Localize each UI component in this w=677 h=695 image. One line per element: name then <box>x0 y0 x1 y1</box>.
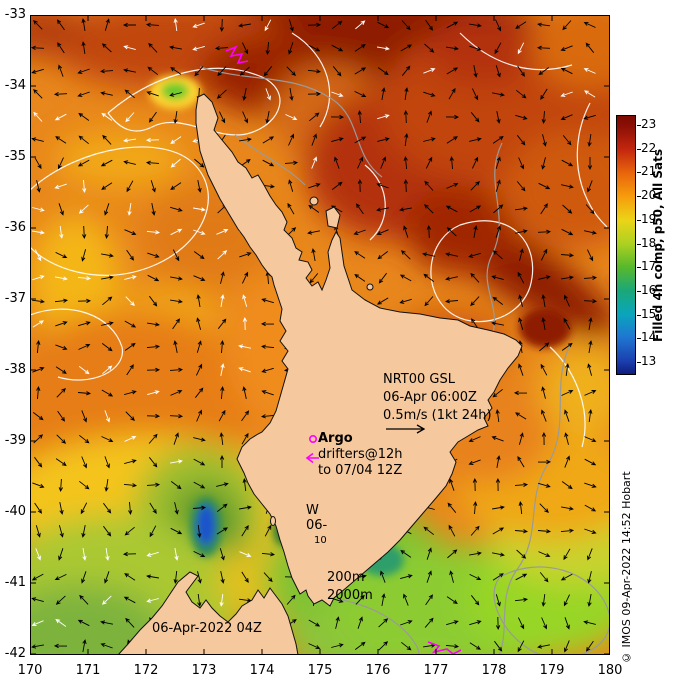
land <box>117 93 523 655</box>
colorbar-tick-label: 15 <box>641 306 657 321</box>
drifter-tracks <box>225 45 462 655</box>
colorbar-tick-label: 23 <box>641 117 657 131</box>
sst-contour <box>576 102 608 228</box>
colorbar-tick-mark <box>637 148 641 150</box>
sst-contour <box>107 67 281 136</box>
depth-2000m-label: 2000m <box>327 588 373 603</box>
colorbar-tick-label: 19 <box>641 211 657 226</box>
colorbar-tick-mark <box>637 362 641 363</box>
island-kapiti <box>270 516 276 526</box>
sst-contour <box>30 308 123 381</box>
bathy-contour <box>493 566 610 655</box>
y-tick-label: -33 <box>4 7 26 22</box>
argo-annotation: Argo drifters@12h to 07/04 12Z <box>318 431 403 479</box>
nrt-line3: 0.5m/s (1kt 24h) <box>383 408 492 423</box>
map-canvas <box>30 15 610 655</box>
colorbar-tick-label: 16 <box>641 282 657 297</box>
x-tick-label: 177 <box>423 663 449 678</box>
axis-ticks <box>30 15 610 655</box>
bathy-contour <box>486 142 503 338</box>
velocity-scale-arrow <box>386 424 426 434</box>
x-tick-label: 172 <box>133 663 159 678</box>
island-mayor <box>366 283 374 291</box>
x-tick-label: 180 <box>597 663 623 678</box>
land-south-island <box>117 571 299 655</box>
x-tick-label: 178 <box>481 663 507 678</box>
x-tick-label: 175 <box>307 663 333 678</box>
x-tick-label: 179 <box>539 663 565 678</box>
nrt-annotation: NRT00 GSL 06-Apr 06:00Z 0.5m/s (1kt 24h) <box>383 371 492 425</box>
colorbar-tick-label: 21 <box>641 164 657 179</box>
colorbar-tick-mark <box>637 172 641 174</box>
y-tick-label: -34 <box>4 78 26 93</box>
depth-200m-label: 200m <box>327 570 365 585</box>
plot-area <box>30 15 610 655</box>
x-tick-label: 170 <box>17 663 43 678</box>
colorbar-tick-label: 17 <box>641 259 657 274</box>
wind-line2: 06- <box>306 518 328 533</box>
wind-line3: 10 <box>314 535 327 546</box>
sst-contour <box>549 346 586 448</box>
colorbar-tick-label: 14 <box>641 330 657 345</box>
colorbar-tick-label: 13 <box>641 354 657 368</box>
drifter-track-south <box>427 641 462 655</box>
sst-contours-white <box>30 32 608 448</box>
argo-marker <box>308 434 317 443</box>
colorbar <box>616 115 636 375</box>
x-tick-label: 173 <box>191 663 217 678</box>
colorbar-tick-mark <box>637 338 641 340</box>
colorbar-tick-mark <box>637 219 641 221</box>
y-tick-label: -40 <box>4 504 26 519</box>
sst-contour <box>430 220 534 323</box>
sst-contour <box>30 146 209 276</box>
bathy-contour <box>498 344 571 655</box>
drifters-line2: to 07/04 12Z <box>318 463 403 478</box>
y-tick-label: -35 <box>4 149 26 164</box>
colorbar-tick-mark <box>637 125 641 126</box>
colorbar-tick-label: 18 <box>641 235 657 250</box>
sst-field <box>30 15 610 655</box>
drifters-line1: drifters@12h <box>318 447 403 462</box>
x-tick-label: 171 <box>75 663 101 678</box>
current-vectors <box>30 17 598 653</box>
colorbar-tick-mark <box>637 243 641 245</box>
land-north-island <box>195 93 523 607</box>
x-tick-label: 174 <box>249 663 275 678</box>
wind-line1: W <box>306 503 319 518</box>
drifter-legend-arrow <box>305 452 319 464</box>
wind-annotation: W 06- 10 <box>306 503 327 548</box>
y-tick-label: -36 <box>4 220 26 235</box>
y-tick-label: -42 <box>4 646 26 661</box>
bathy-contour <box>337 598 420 655</box>
colorbar-tick-mark <box>637 267 641 269</box>
nrt-line1: NRT00 GSL <box>383 372 455 387</box>
colorbar-tick-mark <box>637 196 641 198</box>
depth-labels: 200m 2000m <box>327 569 373 605</box>
y-tick-label: -39 <box>4 433 26 448</box>
y-tick-label: -37 <box>4 291 26 306</box>
sst-contour <box>364 164 386 241</box>
sst-contour <box>291 32 331 128</box>
colorbar-tick-label: 22 <box>641 140 657 155</box>
argo-label: Argo <box>318 431 353 446</box>
y-tick-label: -41 <box>4 575 26 590</box>
sst-contour <box>459 32 573 71</box>
datestamp: 06-Apr-2022 04Z <box>152 621 262 636</box>
island-great-barrier <box>325 206 341 229</box>
y-tick-label: -38 <box>4 362 26 377</box>
colorbar-tick-mark <box>637 314 641 316</box>
bathy-contour <box>199 66 383 178</box>
island-little-barrier <box>309 196 319 206</box>
drifter-track-north <box>225 45 249 65</box>
x-tick-label: 176 <box>365 663 391 678</box>
nrt-line2: 06-Apr 06:00Z <box>383 390 477 405</box>
colorbar-tick-label: 20 <box>641 188 657 203</box>
colorbar-tick-mark <box>637 290 641 292</box>
date-annotation: 06-Apr-2022 04Z <box>152 620 262 638</box>
plot-border <box>30 15 610 655</box>
credit-text: © IMOS 09-Apr-2022 14:52 Hobart <box>620 471 633 664</box>
